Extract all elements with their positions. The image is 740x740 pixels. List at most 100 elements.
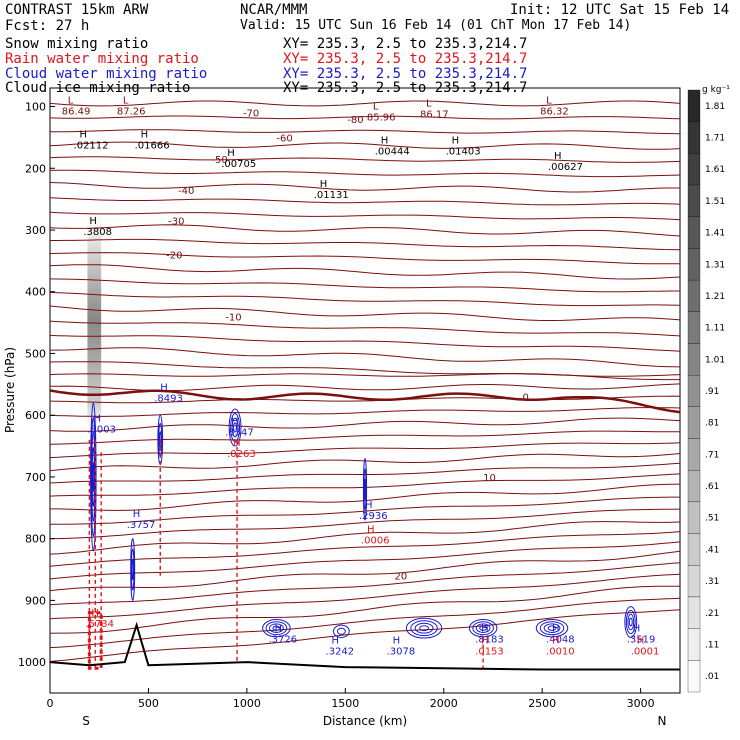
extremum-value: 87.26 bbox=[117, 106, 146, 117]
temperature-isotherm bbox=[49, 169, 681, 178]
extremum-marker: H bbox=[231, 416, 239, 427]
extremum-marker: H bbox=[367, 524, 375, 535]
extremum-value: .4048 bbox=[546, 634, 575, 645]
init-time: Init: 12 UTC Sat 15 Feb 14 bbox=[510, 2, 730, 18]
cloud-water-contour bbox=[535, 619, 569, 638]
temperature-isotherm bbox=[49, 264, 681, 280]
y-tick-label: 100 bbox=[25, 101, 46, 114]
x-tick-label: 2000 bbox=[430, 697, 458, 710]
isotherm-label: -30 bbox=[168, 217, 184, 228]
forecast-hour: Fcst: 27 h bbox=[5, 18, 90, 34]
cloud-water-contour bbox=[414, 622, 434, 634]
temperature-isotherm bbox=[49, 462, 681, 484]
colorbar-cell bbox=[687, 89, 701, 122]
isotherm-label: -80 bbox=[347, 115, 363, 126]
temperature-isotherm bbox=[50, 129, 681, 135]
cloud-water-contour bbox=[130, 538, 136, 601]
temperature-isotherm bbox=[49, 347, 681, 368]
extremum-value: .8183 bbox=[475, 634, 504, 645]
colorbar-cell bbox=[687, 279, 701, 312]
isotherm-label: 10 bbox=[483, 473, 496, 484]
extremum-marker: H bbox=[393, 636, 401, 647]
temperature-isotherm bbox=[49, 531, 681, 567]
temperature-isotherm bbox=[49, 224, 681, 237]
colorbar-label: .41 bbox=[705, 545, 719, 555]
snow-shading bbox=[87, 199, 102, 440]
extremum-value: 86.32 bbox=[540, 106, 569, 117]
extremum-marker: H bbox=[320, 179, 328, 190]
extremum-value: .3808 bbox=[83, 227, 112, 238]
extremum-marker: H bbox=[133, 509, 141, 520]
isotherm-label: 20 bbox=[395, 572, 408, 583]
x-tick-label: 1500 bbox=[331, 697, 359, 710]
extremum-value: .8347 bbox=[225, 427, 254, 438]
temperature-isotherm bbox=[49, 496, 680, 525]
extremum-marker: H bbox=[633, 623, 641, 634]
extremum-marker: H bbox=[381, 136, 389, 147]
x-tick-label: 1000 bbox=[233, 697, 261, 710]
extremum-value: .01403 bbox=[446, 147, 481, 158]
extremum-value: .3078 bbox=[387, 647, 416, 658]
cloud-water-contour bbox=[419, 625, 429, 632]
extremum-value: .3519 bbox=[627, 634, 656, 645]
south-endpoint: S bbox=[82, 714, 90, 728]
colorbar-label: 1.61 bbox=[705, 165, 725, 175]
cloud-water-contour bbox=[363, 468, 367, 511]
temperature-isotherm bbox=[49, 373, 681, 377]
isotherm-label: -60 bbox=[276, 133, 292, 144]
cloud-water-contour bbox=[91, 431, 96, 522]
colorbar-label: .71 bbox=[705, 450, 719, 460]
field-xy-rain: XY= 235.3, 2.5 to 235.3,214.7 bbox=[283, 51, 528, 67]
isotherm-label: -50 bbox=[211, 155, 227, 166]
colorbar-cell bbox=[687, 470, 701, 503]
colorbar-cell bbox=[687, 121, 701, 154]
cloud-water-contour bbox=[90, 402, 97, 552]
cloud-water-contour bbox=[336, 627, 346, 635]
cloud-water-contour bbox=[624, 606, 638, 638]
temperature-isotherm bbox=[49, 407, 681, 417]
colorbar-label: .91 bbox=[705, 387, 719, 397]
extremum-value: 86.17 bbox=[420, 110, 449, 121]
temperature-isotherm bbox=[49, 550, 681, 592]
isotherm-label: -70 bbox=[243, 109, 259, 120]
field-name-rain: Rain water mixing ratio bbox=[5, 51, 199, 67]
colorbar-label: 1.51 bbox=[705, 197, 725, 207]
x-tick-label: 500 bbox=[138, 697, 159, 710]
temperature-isotherm bbox=[49, 473, 681, 497]
cloud-water-contour bbox=[472, 621, 494, 636]
colorbar-label: .21 bbox=[705, 609, 719, 619]
cloud-water-contour bbox=[547, 625, 557, 631]
temperature-isotherm bbox=[49, 562, 681, 606]
rain-water-core bbox=[87, 611, 103, 670]
temperature-isotherm bbox=[50, 483, 681, 511]
extremum-value: .8493 bbox=[154, 394, 183, 405]
extremum-marker: H bbox=[93, 413, 101, 424]
temperature-isotherm bbox=[49, 395, 681, 404]
field-name-cloudwater: Cloud water mixing ratio bbox=[5, 66, 208, 82]
cloud-water-contour bbox=[410, 620, 438, 637]
cloud-water-contour bbox=[230, 413, 240, 442]
north-endpoint: N bbox=[658, 714, 667, 728]
y-axis-label: Pressure (hPa) bbox=[3, 347, 17, 433]
temperature-isotherm bbox=[49, 305, 681, 321]
y-tick-label: 400 bbox=[25, 286, 46, 299]
colorbar-label: 1.71 bbox=[705, 134, 725, 144]
extremum-marker: H bbox=[552, 623, 560, 634]
valid-time: Valid: 15 UTC Sun 16 Feb 14 (01 ChT Mon … bbox=[240, 18, 632, 33]
colorbar-cell bbox=[687, 438, 701, 471]
temperature-isotherm bbox=[49, 115, 681, 120]
isotherm-label: 0 bbox=[523, 393, 529, 404]
x-tick-label: 2500 bbox=[528, 697, 556, 710]
temperature-isotherm bbox=[49, 609, 681, 662]
cloud-water-contour bbox=[265, 621, 288, 636]
colorbar-cell bbox=[687, 153, 701, 186]
colorbar-cell bbox=[687, 501, 701, 534]
extremum-value: .5734 bbox=[85, 619, 114, 630]
cloud-water-contour bbox=[262, 619, 291, 638]
extremum-marker: H bbox=[80, 129, 88, 140]
temperature-isotherm bbox=[49, 597, 681, 649]
hydrometeor-contours bbox=[87, 402, 638, 670]
cloud-water-contour bbox=[333, 624, 350, 638]
